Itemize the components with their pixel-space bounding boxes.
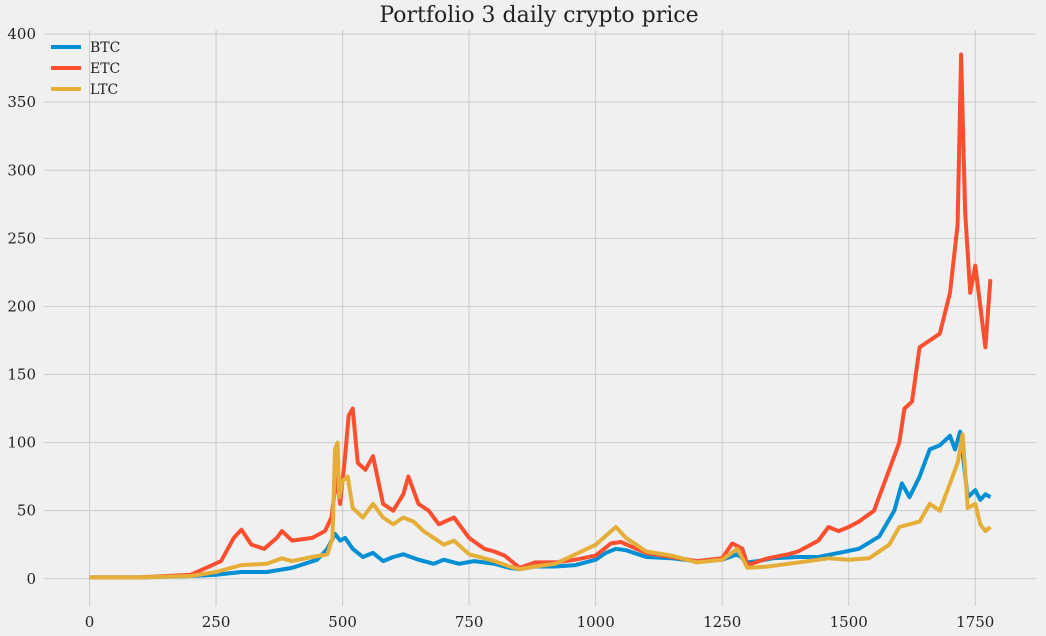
- legend: BTC ETC LTC: [51, 40, 120, 98]
- x-tick-label-0: 0: [85, 613, 95, 631]
- grid: [44, 30, 1036, 606]
- y-tick-label-100: 100: [7, 434, 36, 452]
- y-tick-label-150: 150: [7, 366, 36, 384]
- y-tick-label-400: 400: [7, 25, 36, 43]
- tick-labels: 0 250 500 750 1000 1250 1500 1750 0 50 100 150 200 25…: [7, 25, 994, 631]
- series-line-ltc: [89, 432, 992, 580]
- y-tick-label-250: 250: [7, 229, 36, 247]
- x-tick-label-1250: 1250: [703, 613, 741, 631]
- series-line-etc: [89, 52, 993, 580]
- legend-label-etc: ETC: [90, 61, 120, 77]
- legend-label-ltc: LTC: [90, 82, 118, 98]
- x-tick-label-750: 750: [455, 613, 484, 631]
- chart-title: Portfolio 3 daily crypto price: [379, 3, 698, 28]
- series-line-btc: [89, 429, 992, 580]
- x-tick-label-250: 250: [202, 613, 231, 631]
- series-lines: [89, 52, 993, 580]
- y-tick-label-350: 350: [7, 93, 36, 111]
- y-tick-label-50: 50: [17, 502, 36, 520]
- y-tick-label-200: 200: [7, 297, 36, 315]
- x-tick-label-1000: 1000: [577, 613, 615, 631]
- x-tick-label-1750: 1750: [956, 613, 994, 631]
- x-tick-label-500: 500: [328, 613, 357, 631]
- y-tick-label-0: 0: [26, 570, 36, 588]
- y-tick-label-300: 300: [7, 161, 36, 179]
- legend-label-btc: BTC: [90, 40, 120, 56]
- x-tick-label-1500: 1500: [830, 613, 868, 631]
